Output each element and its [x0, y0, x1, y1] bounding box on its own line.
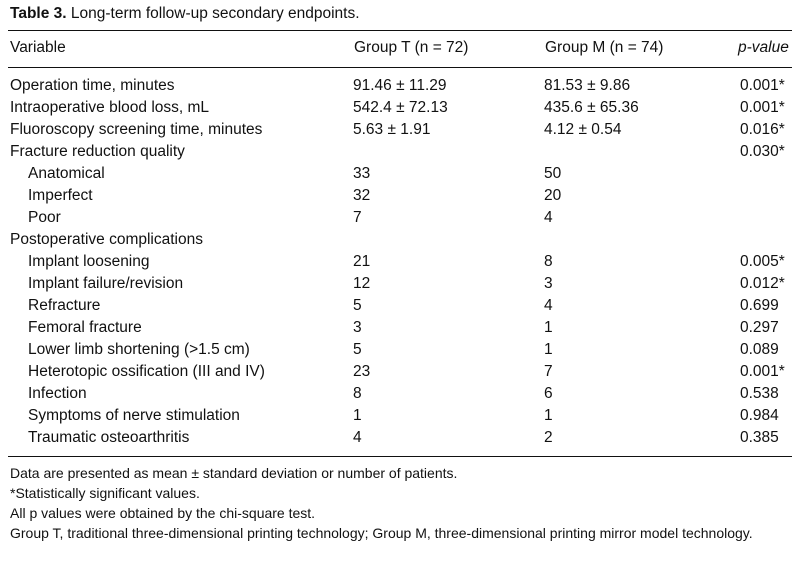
row-group-m: 50 [544, 165, 562, 182]
row-variable: Lower limb shortening (>1.5 cm) [28, 341, 250, 358]
row-variable: Fracture reduction quality [10, 143, 185, 160]
row-group-m: 1 [544, 407, 553, 424]
row-p-value: 0.012* [740, 275, 785, 292]
row-group-t: 5.63 ± 1.91 [353, 121, 431, 138]
header-group-m: Group M (n = 74) [545, 39, 664, 56]
row-variable: Operation time, minutes [10, 77, 175, 94]
row-variable: Refracture [28, 297, 101, 314]
row-group-t: 3 [353, 319, 362, 336]
note-data-format: Data are presented as mean ± standard de… [10, 465, 458, 481]
row-group-m: 7 [544, 363, 553, 380]
row-p-value: 0.385 [740, 429, 779, 446]
row-group-m: 1 [544, 319, 553, 336]
row-variable: Fluoroscopy screening time, minutes [10, 121, 263, 138]
row-variable: Infection [28, 385, 87, 402]
table-row: Intraoperative blood loss, mL 542.4 ± 72.… [0, 97, 800, 119]
row-p-value: 0.016* [740, 121, 785, 138]
row-p-value: 0.297 [740, 319, 779, 336]
row-variable: Heterotopic ossification (III and IV) [28, 363, 265, 380]
row-group-m: 1 [544, 341, 553, 358]
table-row: Fracture reduction quality 0.030* [0, 141, 800, 163]
note-significance: *Statistically significant values. [10, 485, 200, 501]
row-p-value: 0.001* [740, 363, 785, 380]
table-caption: Table 3. Long-term follow-up secondary e… [10, 4, 360, 24]
row-group-m: 8 [544, 253, 553, 270]
table-row: Fluoroscopy screening time, minutes 5.63 … [0, 119, 800, 141]
table-row: Traumatic osteoarthritis 4 2 0.385 [0, 427, 800, 449]
row-p-value: 0.538 [740, 385, 779, 402]
header-variable: Variable [10, 39, 66, 56]
row-variable: Postoperative complications [10, 231, 203, 248]
row-p-value: 0.699 [740, 297, 779, 314]
row-group-m: 4 [544, 209, 553, 226]
row-group-m: 6 [544, 385, 553, 402]
row-group-t: 542.4 ± 72.13 [353, 99, 448, 116]
table-title: Long-term follow-up secondary endpoints. [70, 5, 360, 22]
note-group-definitions: Group T, traditional three-dimensional p… [10, 525, 753, 541]
table-body: Operation time, minutes 91.46 ± 11.29 81.5… [0, 75, 800, 449]
note-test: All p values were obtained by the chi-sq… [10, 505, 316, 521]
row-group-m: 435.6 ± 65.36 [544, 99, 639, 116]
table-row: Refracture 5 4 0.699 [0, 295, 800, 317]
row-variable: Femoral fracture [28, 319, 142, 336]
table-row: Operation time, minutes 91.46 ± 11.29 81.5… [0, 75, 800, 97]
table-row: Postoperative complications [0, 229, 800, 251]
row-group-t: 21 [353, 253, 371, 270]
row-variable: Poor [28, 209, 61, 226]
row-group-m: 4 [544, 297, 553, 314]
row-group-t: 5 [353, 341, 362, 358]
header-group-t: Group T (n = 72) [354, 39, 469, 56]
row-p-value: 0.089 [740, 341, 779, 358]
row-p-value: 0.001* [740, 77, 785, 94]
row-group-t: 91.46 ± 11.29 [353, 77, 447, 94]
row-variable: Implant failure/revision [28, 275, 184, 292]
table-row: Heterotopic ossification (III and IV) 23 7… [0, 361, 800, 383]
row-p-value: 0.030* [740, 143, 785, 160]
table-label: Table 3. [10, 5, 67, 22]
table-row: Imperfect 32 20 [0, 185, 800, 207]
table-notes: Data are presented as mean ± standard de… [10, 463, 790, 543]
row-group-m: 3 [544, 275, 553, 292]
header-rule [8, 67, 792, 68]
row-group-t: 4 [353, 429, 362, 446]
row-p-value: 0.984 [740, 407, 779, 424]
row-variable: Imperfect [28, 187, 93, 204]
table-row: Anatomical 33 50 [0, 163, 800, 185]
top-rule [8, 30, 792, 31]
bottom-rule [8, 456, 792, 457]
row-group-m: 20 [544, 187, 562, 204]
row-group-m: 81.53 ± 9.86 [544, 77, 631, 94]
row-group-t: 1 [353, 407, 362, 424]
row-group-m: 2 [544, 429, 553, 446]
row-group-t: 5 [353, 297, 362, 314]
row-group-t: 32 [353, 187, 371, 204]
row-variable: Traumatic osteoarthritis [28, 429, 190, 446]
row-variable: Anatomical [28, 165, 105, 182]
row-p-value: 0.001* [740, 99, 785, 116]
table-row: Poor 7 4 [0, 207, 800, 229]
row-group-t: 8 [353, 385, 362, 402]
table-row: Symptoms of nerve stimulation 1 1 0.984 [0, 405, 800, 427]
row-group-t: 33 [353, 165, 371, 182]
row-p-value: 0.005* [740, 253, 785, 270]
row-group-t: 7 [353, 209, 362, 226]
table-row: Lower limb shortening (>1.5 cm) 5 1 0.089 [0, 339, 800, 361]
row-group-m: 4.12 ± 0.54 [544, 121, 622, 138]
row-group-t: 12 [353, 275, 371, 292]
table-row: Implant failure/revision 12 3 0.012* [0, 273, 800, 295]
row-variable: Implant loosening [28, 253, 150, 270]
table-row: Infection 8 6 0.538 [0, 383, 800, 405]
table-row: Femoral fracture 3 1 0.297 [0, 317, 800, 339]
header-p-value: p-value [738, 39, 789, 56]
row-group-t: 23 [353, 363, 371, 380]
table-row: Implant loosening 21 8 0.005* [0, 251, 800, 273]
row-variable: Symptoms of nerve stimulation [28, 407, 240, 424]
row-variable: Intraoperative blood loss, mL [10, 99, 210, 116]
